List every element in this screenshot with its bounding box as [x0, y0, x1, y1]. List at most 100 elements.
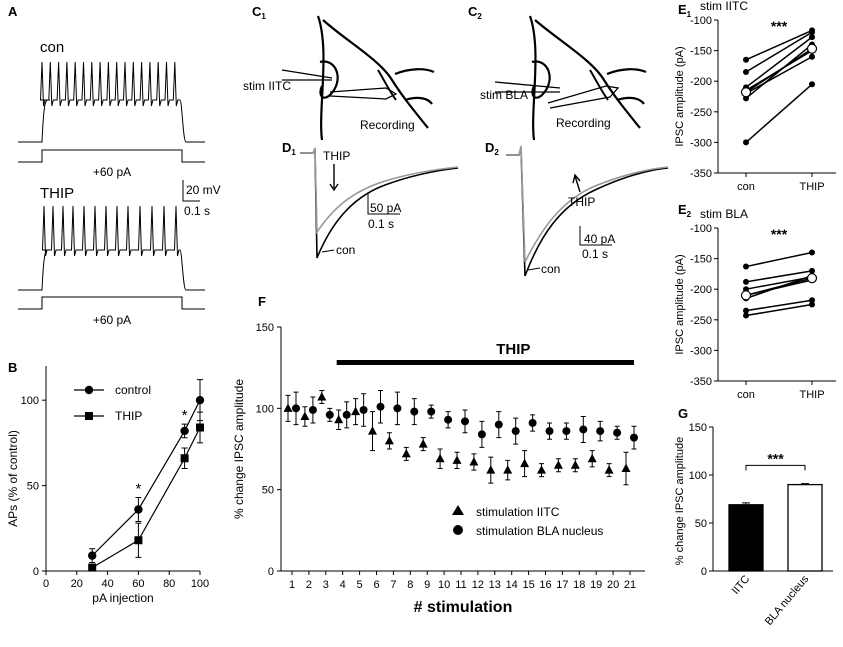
g-ytick-label: 50: [695, 518, 707, 530]
e-significance: ***: [771, 18, 788, 34]
e-pair-line: [745, 36, 813, 88]
f-legend-label: stimulation IITC: [476, 505, 560, 519]
b-xtick-label: 60: [132, 578, 144, 590]
d1-con-pointer: [321, 249, 335, 253]
b-xtick-label: 80: [163, 578, 175, 590]
d1-thip-label: THIP: [323, 149, 350, 163]
f-xtick-label: 6: [373, 579, 379, 591]
panel-a: A con +60 pA THIP +60 pA 20 mV 0.1 s: [8, 4, 221, 327]
f-xtick-label: 17: [556, 579, 568, 591]
e-point-thip: [809, 34, 815, 41]
c1-stim-label: stim IITC: [243, 79, 291, 93]
step-1-label: +60 pA: [93, 165, 131, 179]
g-ylabel: % change IPSC amplitude: [674, 437, 686, 565]
f-point-iitc: [418, 439, 428, 448]
panel-g-label: G: [678, 406, 688, 421]
e-ytick-label: -200: [690, 284, 712, 296]
c1-brain-outline-5: [404, 96, 433, 105]
e-xtick-label: con: [737, 181, 755, 193]
scale-a-time: 0.1 s: [184, 204, 210, 218]
g-significance: ***: [767, 450, 784, 466]
f-point-iitc: [368, 426, 377, 435]
e-mean-point-thip: [806, 43, 818, 54]
f-xtick-label: 8: [407, 579, 413, 591]
f-point-iitc: [469, 457, 479, 466]
c2-stim-electrode: [494, 81, 561, 93]
b-xtick-label: 100: [191, 578, 209, 590]
d2-con-label: con: [541, 262, 560, 276]
f-point-iitc: [520, 458, 530, 468]
f-point-iitc: [486, 465, 496, 474]
e-pair-line: [745, 56, 813, 95]
panel-a-label: A: [8, 4, 18, 19]
b-legend-marker: [85, 412, 93, 420]
f-point-bla: [613, 428, 622, 437]
f-xtick-label: 2: [306, 579, 312, 591]
e-pair-line: [745, 251, 813, 268]
panel-b-chart: 0 20 40 60 80 100 0 50 100 pA injection APs (% of …: [6, 366, 209, 605]
b-significance-star: *: [135, 481, 141, 498]
f-ylabel: % change IPSC amplitude: [232, 379, 246, 519]
b-legend-label: control: [115, 383, 151, 397]
panel-b-label: B: [8, 360, 17, 375]
g-ytick-label: 100: [689, 470, 707, 482]
e-pair-line: [745, 29, 813, 61]
panel-e2-chart: -100 -150 -200 -250 -300 -350 con THIP IPSC ampl…: [674, 207, 836, 401]
e-mean-line: [745, 277, 813, 297]
f-legend-marker: [453, 525, 463, 535]
b-point-control: [134, 505, 143, 514]
f-point-iitc: [604, 465, 614, 474]
c2-stim-label: stim BLA: [480, 88, 528, 102]
f-ytick-label: 0: [268, 566, 274, 578]
b-line-THIP: [91, 427, 201, 569]
f-point-bla: [494, 420, 503, 429]
f-thip-bar: [336, 360, 634, 365]
f-point-iitc: [384, 435, 394, 445]
g-bar-1: [787, 483, 823, 572]
e-title: stim IITC: [700, 0, 748, 13]
f-xtick-label: 10: [438, 579, 450, 591]
f-point-bla: [630, 433, 638, 442]
scale-a-voltage: 20 mV: [186, 183, 221, 197]
f-xtick-label: 18: [573, 579, 585, 591]
e-ylabel: IPSC amplitude (pA): [674, 254, 686, 354]
e-ytick-label: -300: [690, 345, 712, 357]
e-mean-point-con: [740, 87, 752, 98]
f-xtick-label: 3: [323, 579, 329, 591]
c1-itc-cluster: [319, 60, 339, 99]
b-ytick-label: 50: [27, 481, 39, 493]
f-xtick-label: 1: [289, 579, 295, 591]
f-xtick-label: 16: [539, 579, 551, 591]
f-point-iitc: [351, 406, 361, 416]
f-xtick-label: 14: [506, 579, 518, 591]
d1-ipsc-trace-control: [300, 147, 459, 259]
b-point-thip: [180, 454, 189, 463]
panel-f-label: F: [258, 294, 266, 309]
g-error-bar: [742, 502, 750, 505]
e-point-thip: [809, 53, 815, 60]
d1-scale-current: 50 pA: [370, 201, 401, 215]
f-point-iitc: [553, 460, 563, 469]
f-point-bla: [461, 417, 469, 426]
c2-brain-outline-1: [528, 15, 537, 141]
f-point-iitc: [537, 465, 546, 474]
c1-brain-outline-2: [322, 19, 429, 129]
step-2-label: +60 pA: [93, 313, 131, 327]
e-ylabel: IPSC amplitude (pA): [674, 46, 686, 146]
trace-thip-label: THIP: [40, 185, 74, 202]
f-point-bla: [596, 427, 605, 436]
panel-e1-label: E1: [678, 2, 692, 19]
f-ytick-label: 50: [262, 485, 274, 497]
d2-thip-label: THIP: [568, 195, 595, 209]
voltage-trace-thip: [18, 205, 205, 291]
f-point-iitc: [570, 460, 580, 469]
e-ytick-label: -350: [690, 376, 712, 388]
e-point-thip: [809, 29, 815, 36]
e-point-thip: [809, 301, 815, 308]
g-xtick-label: IITC: [730, 573, 753, 597]
g-ytick-label: 150: [689, 422, 707, 434]
e-point-con: [743, 278, 749, 285]
e-ytick-label: -250: [690, 315, 712, 327]
e-ytick-label: -200: [690, 76, 712, 88]
e-point-con: [743, 307, 749, 314]
